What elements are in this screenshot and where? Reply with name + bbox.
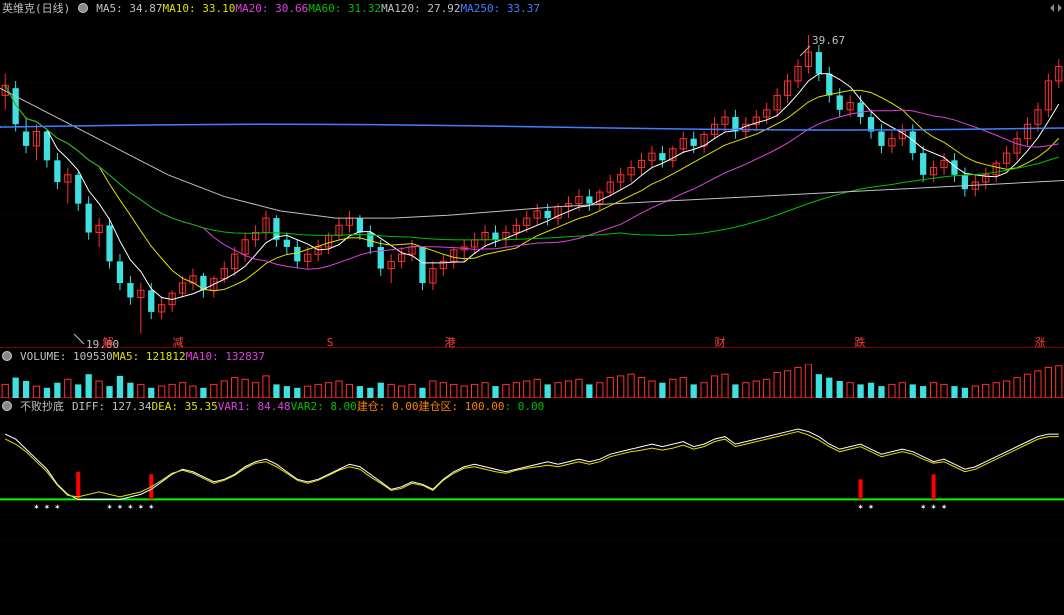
svg-text:跌: 跌: [855, 335, 866, 348]
indicator-labels-row: DIFF: 127.34DEA: 35.35VAR1: 84.48VAR2: 8…: [72, 398, 544, 414]
svg-text:S: S: [327, 336, 334, 348]
label-item: VOLUME: 109530: [20, 350, 113, 363]
volume-labels-row: VOLUME: 109530MA5: 121812MA10: 132837: [20, 350, 265, 363]
svg-text:✶: ✶: [931, 502, 937, 512]
svg-text:✶: ✶: [107, 502, 113, 512]
label-item: DEA: 35.35: [151, 400, 217, 413]
label-item: 建仓: 0.00: [357, 398, 419, 414]
svg-text:✶: ✶: [117, 502, 123, 512]
label-item: : 0.00: [505, 400, 545, 413]
label-item: MA250: 33.37: [461, 2, 540, 15]
svg-text:✶: ✶: [920, 502, 926, 512]
label-item: MA5: 121812: [113, 350, 186, 363]
label-item: MA20: 30.66: [235, 2, 308, 15]
label-item: MA5: 34.87: [96, 2, 162, 15]
volume-chart[interactable]: [0, 364, 1064, 398]
svg-text:✶: ✶: [138, 502, 144, 512]
label-item: MA10: 132837: [186, 350, 265, 363]
volume-panel: VOLUME: 109530MA5: 121812MA10: 132837: [0, 348, 1064, 398]
label-item: MA10: 33.10: [162, 2, 235, 15]
candlestick-chart[interactable]: 39.6719.00解减S港财跌涨: [0, 16, 1064, 348]
svg-text:39.67: 39.67: [812, 34, 845, 47]
volume-header: VOLUME: 109530MA5: 121812MA10: 132837: [0, 348, 1064, 364]
svg-text:解: 解: [103, 335, 114, 348]
label-item: MA120: 27.92: [381, 2, 460, 15]
indicator-chart[interactable]: ✶ ✶ ✶ ✶ ✶ ✶ ✶ ✶ ✶ ✶ ✶ ✶ ✶: [0, 414, 1064, 615]
svg-text:✶: ✶: [149, 502, 155, 512]
label-item: VAR2: 8.00: [291, 400, 357, 413]
svg-text:减: 减: [173, 336, 184, 348]
ma-labels-row: MA5: 34.87MA10: 33.10MA20: 30.66MA60: 31…: [96, 2, 540, 15]
svg-text:港: 港: [445, 336, 456, 348]
label-item: MA60: 31.32: [308, 2, 381, 15]
indicator-panel: 不败抄底 DIFF: 127.34DEA: 35.35VAR1: 84.48VA…: [0, 398, 1064, 615]
label-item: VAR1: 84.48: [218, 400, 291, 413]
svg-text:财: 财: [715, 335, 726, 348]
svg-text:✶: ✶: [941, 502, 947, 512]
svg-text:✶: ✶: [44, 502, 50, 512]
svg-text:✶: ✶: [55, 502, 61, 512]
svg-text:✶: ✶: [858, 502, 864, 512]
label-item: 建仓区: 100.00: [419, 398, 505, 414]
indicator-settings-icon[interactable]: [2, 401, 12, 411]
stock-title: 英维克(日线): [2, 0, 70, 16]
indicator-header: 不败抄底 DIFF: 127.34DEA: 35.35VAR1: 84.48VA…: [0, 398, 1064, 414]
volume-settings-icon[interactable]: [2, 351, 12, 361]
chart-nav-icon[interactable]: [1050, 2, 1062, 14]
svg-text:✶: ✶: [128, 502, 134, 512]
svg-text:✶: ✶: [34, 502, 40, 512]
main-chart-panel: 英维克(日线) MA5: 34.87MA10: 33.10MA20: 30.66…: [0, 0, 1064, 348]
svg-text:✶: ✶: [868, 502, 874, 512]
indicator-title: 不败抄底: [20, 398, 64, 414]
settings-icon[interactable]: [78, 3, 88, 13]
label-item: DIFF: 127.34: [72, 400, 151, 413]
main-header: 英维克(日线) MA5: 34.87MA10: 33.10MA20: 30.66…: [0, 0, 1064, 16]
svg-text:涨: 涨: [1035, 336, 1046, 348]
